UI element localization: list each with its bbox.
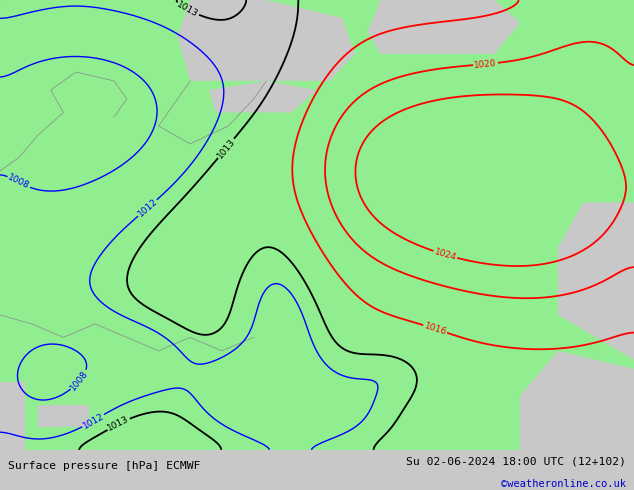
Polygon shape (209, 81, 317, 113)
Polygon shape (0, 382, 25, 450)
Text: ©weatheronline.co.uk: ©weatheronline.co.uk (501, 479, 626, 489)
Text: 1012: 1012 (136, 197, 159, 219)
Text: 1013: 1013 (107, 415, 131, 433)
Text: Su 02-06-2024 18:00 UTC (12+102): Su 02-06-2024 18:00 UTC (12+102) (406, 457, 626, 467)
Polygon shape (178, 0, 355, 81)
Text: 1008: 1008 (6, 173, 31, 191)
Text: 1024: 1024 (433, 247, 458, 262)
Polygon shape (38, 405, 89, 427)
Polygon shape (558, 202, 634, 360)
Text: Surface pressure [hPa] ECMWF: Surface pressure [hPa] ECMWF (8, 461, 200, 471)
Text: 1012: 1012 (81, 411, 105, 430)
Polygon shape (520, 351, 634, 450)
Text: 1013: 1013 (215, 137, 237, 160)
Polygon shape (368, 0, 520, 54)
Text: 1020: 1020 (474, 58, 498, 70)
Text: 1008: 1008 (69, 368, 91, 392)
Polygon shape (0, 0, 634, 450)
Text: 1016: 1016 (423, 321, 448, 337)
Text: 1013: 1013 (176, 0, 200, 19)
